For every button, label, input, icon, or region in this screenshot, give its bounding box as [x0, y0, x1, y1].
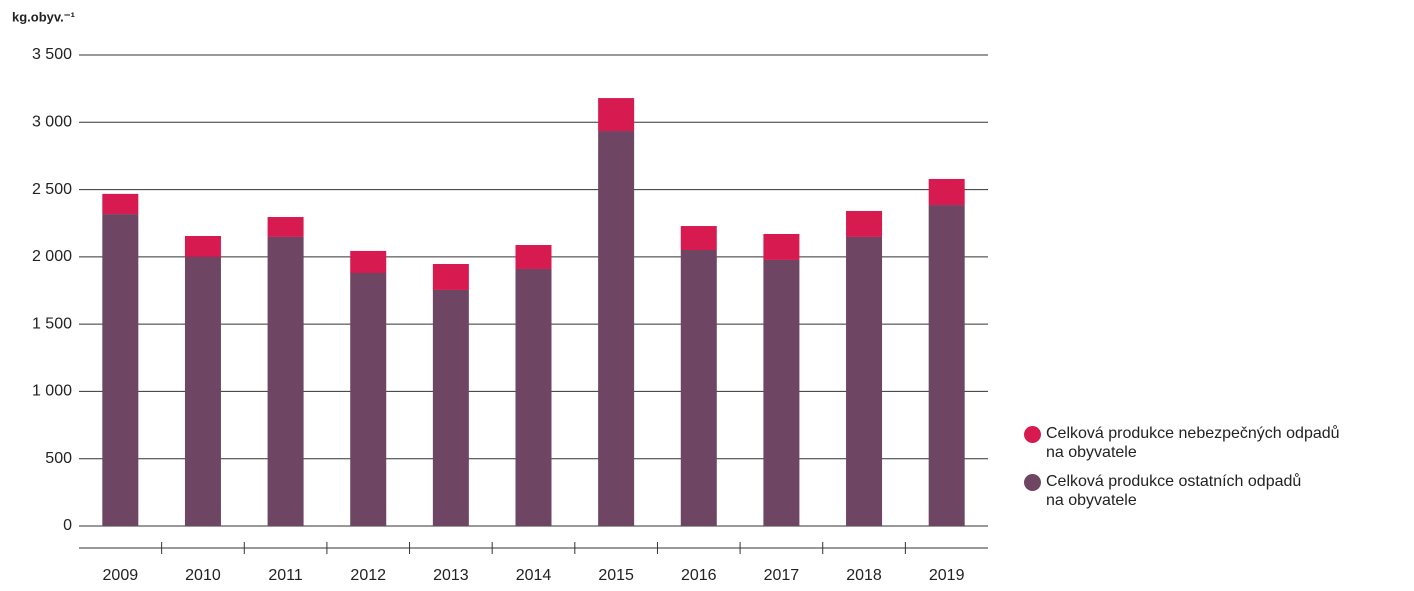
x-tick-label: 2010	[185, 567, 221, 584]
bar-segment	[598, 131, 635, 527]
bar-segment	[763, 259, 800, 526]
y-tick-label: 500	[45, 450, 72, 467]
bar-segment	[102, 214, 139, 527]
y-tick-label: 3 000	[32, 114, 72, 131]
bar-segment	[350, 273, 387, 526]
bar-segment	[763, 233, 800, 260]
legend-label: Celková produkce nebezpečných odpadů na …	[1046, 425, 1340, 461]
bar-segment	[432, 263, 469, 290]
bar-segment	[102, 193, 139, 215]
x-tick-label: 2014	[516, 567, 552, 584]
legend-swatch	[1024, 474, 1041, 491]
bar-segment	[680, 249, 717, 526]
bar-segment	[598, 98, 635, 132]
bar-segment	[846, 210, 883, 237]
bar-segment	[184, 235, 221, 257]
bar-segment	[184, 256, 221, 526]
x-tick-label: 2019	[929, 567, 965, 584]
legend-item: Celková produkce nebezpečných odpadů na …	[1024, 424, 1340, 462]
x-tick-label: 2015	[598, 567, 634, 584]
y-axis-title: kg.obyv.⁻¹	[12, 9, 75, 24]
y-tick-label: 0	[63, 517, 72, 534]
bar-segment	[432, 289, 469, 526]
x-tick-label: 2016	[681, 567, 717, 584]
legend: Celková produkce nebezpečných odpadů na …	[1024, 424, 1340, 520]
legend-item: Celková produkce ostatních odpadů na oby…	[1024, 472, 1340, 510]
y-tick-label: 1 000	[32, 383, 72, 400]
bar-segment	[267, 217, 304, 237]
bar-segment	[515, 245, 552, 269]
y-tick-label: 2 000	[32, 248, 72, 265]
bar-segment	[515, 268, 552, 526]
bar-segment	[267, 236, 304, 527]
bar-segment	[350, 250, 387, 274]
bar-segment	[928, 178, 965, 206]
x-tick-label: 2013	[433, 567, 469, 584]
y-tick-label: 2 500	[32, 181, 72, 198]
legend-label: Celková produkce ostatních odpadů na oby…	[1046, 473, 1302, 509]
bar-segment	[928, 205, 965, 526]
bar-segment	[680, 226, 717, 250]
x-tick-label: 2017	[764, 567, 800, 584]
y-tick-label: 1 500	[32, 315, 72, 332]
x-tick-label: 2012	[350, 567, 386, 584]
bar-segment	[846, 236, 883, 527]
legend-swatch	[1024, 426, 1041, 443]
y-tick-label: 3 500	[32, 46, 72, 63]
x-tick-label: 2009	[103, 567, 139, 584]
x-tick-label: 2018	[846, 567, 882, 584]
x-tick-label: 2011	[268, 567, 303, 584]
